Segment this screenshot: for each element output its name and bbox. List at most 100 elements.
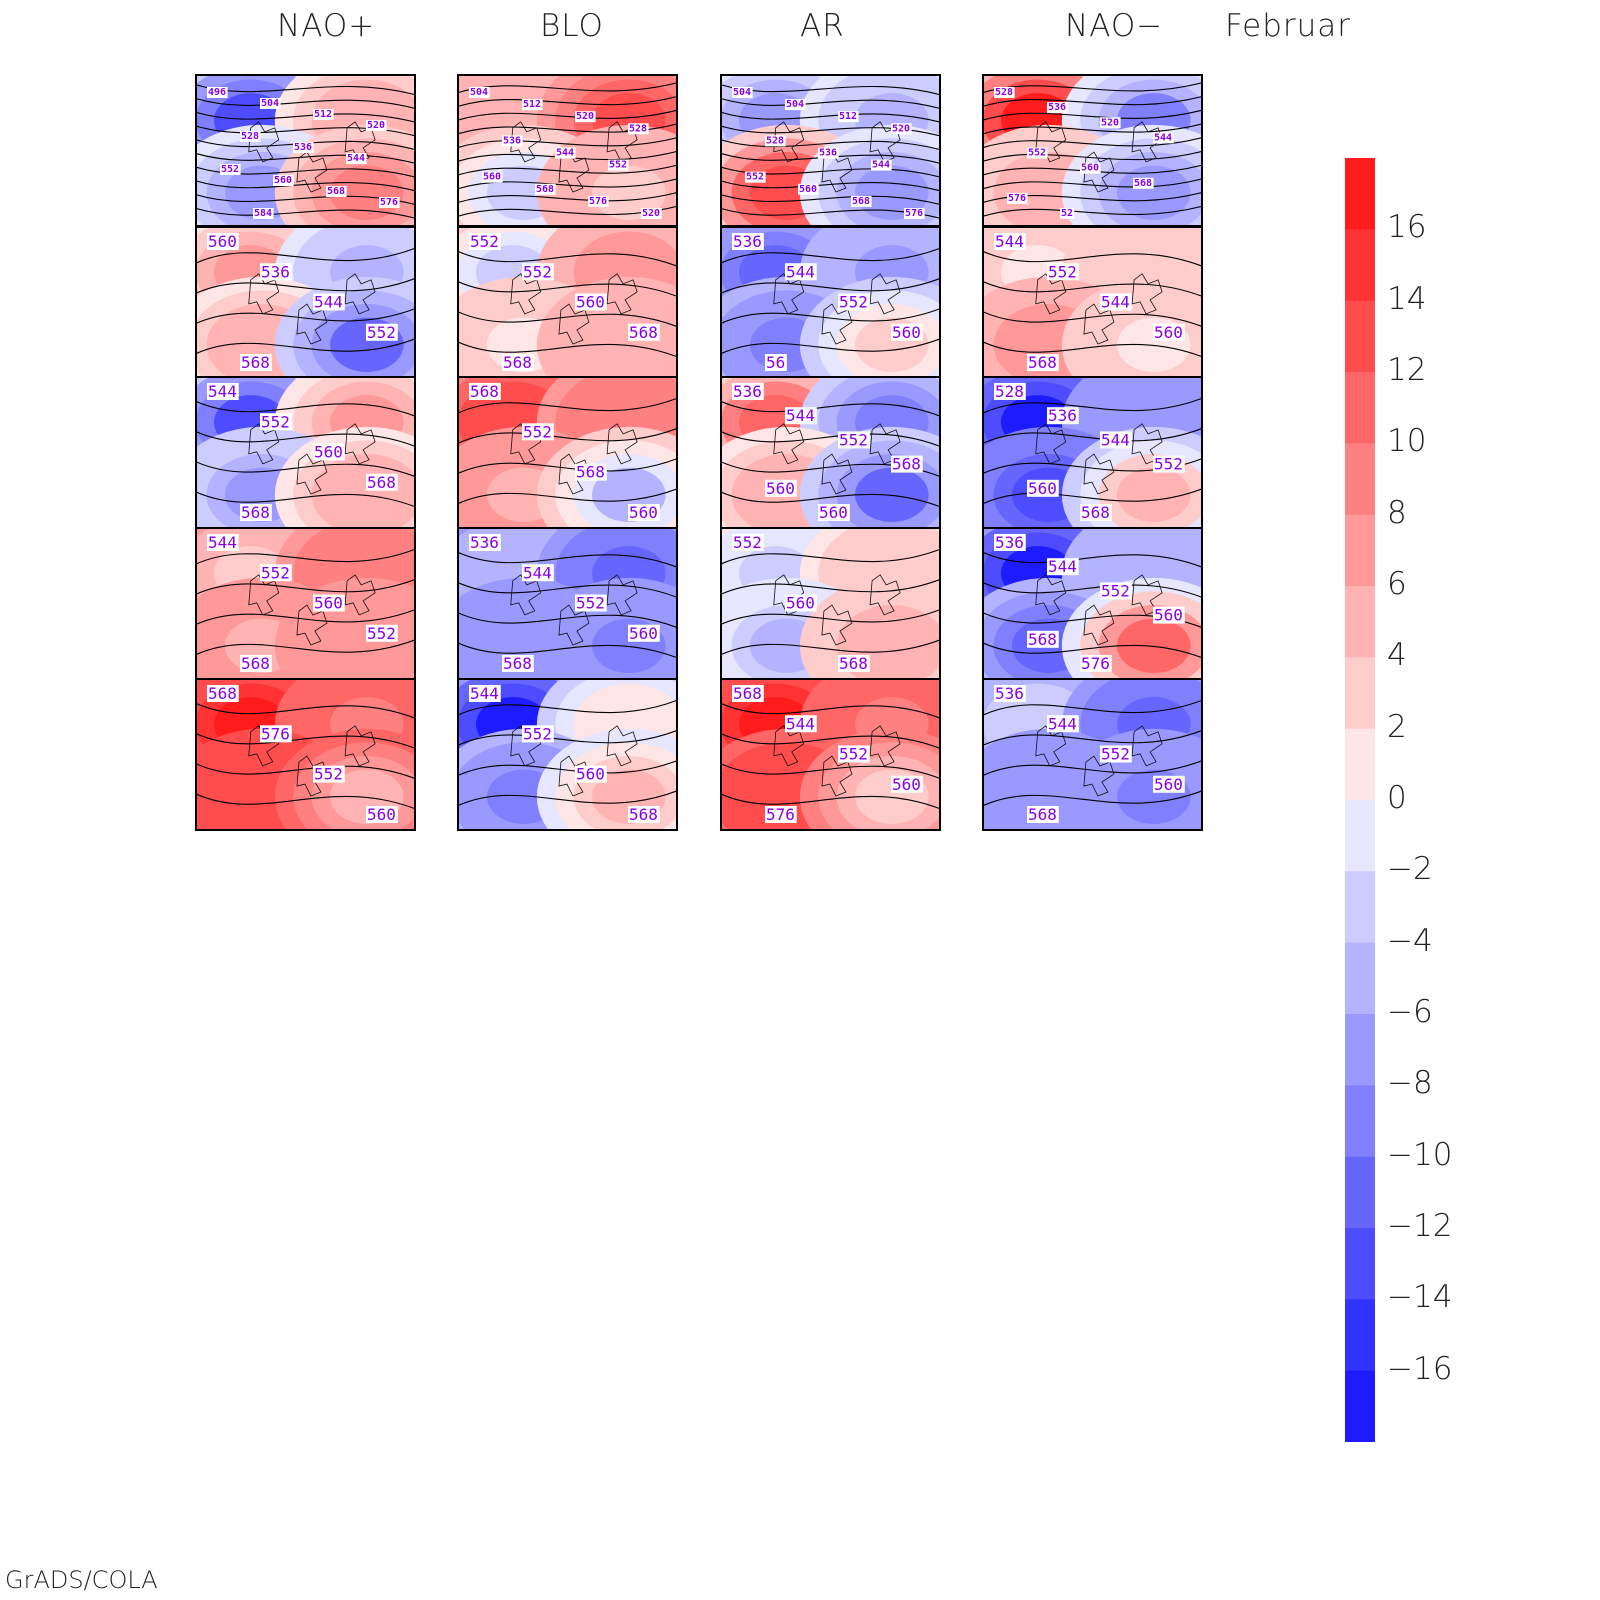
height-contour-line (458, 427, 677, 444)
contour-label: 544 (1048, 714, 1077, 733)
contour-label: 512 (523, 99, 541, 110)
contour-label: 560 (892, 323, 921, 342)
contour-label: 536 (995, 533, 1024, 552)
contour-label-bg (818, 147, 839, 159)
colorbar-tick-label: −14 (1387, 1279, 1453, 1316)
contour-label-bg (502, 135, 523, 147)
contour-label: 560 (483, 172, 501, 183)
contour-label-bg (1133, 177, 1154, 189)
coastline (606, 273, 638, 315)
coastline (558, 604, 590, 646)
coastline (1083, 151, 1115, 193)
height-contour-line (458, 551, 677, 568)
contour-label: 544 (1101, 293, 1130, 312)
height-contour-line (983, 250, 1202, 267)
height-contour-line (458, 488, 677, 505)
contour-label-bg (366, 806, 398, 823)
contour-label-bg (628, 806, 660, 823)
contour-label: 496 (208, 87, 226, 98)
map-panel: 568 544 552 560 576 (720, 678, 941, 831)
height-contour-line (458, 178, 677, 190)
contour-label-bg (207, 383, 239, 400)
coastline (510, 574, 542, 616)
contour-label: 576 (380, 197, 398, 208)
height-contour-line (196, 732, 415, 750)
height-contour-line (983, 397, 1202, 414)
contour-label-bg (313, 765, 345, 783)
colorbar-tick-label: 4 (1387, 637, 1407, 674)
contour-label: 544 (556, 148, 574, 159)
map-panel: 544 552 560 552 568 (195, 527, 416, 680)
contour-label-bg (641, 208, 662, 219)
colorbar-tick-label: −2 (1387, 851, 1433, 888)
height-contour-line (458, 109, 677, 121)
map-panel: 496 504 512 520 528 536 544 552 560 568 576 584 (195, 74, 416, 227)
height-contour-line (196, 608, 415, 626)
coastline (248, 423, 280, 465)
contour-label: 536 (503, 135, 521, 146)
contour-label: 536 (733, 382, 762, 401)
contour-label: 544 (995, 232, 1024, 251)
contour-label: 552 (523, 262, 552, 281)
height-contour-line (983, 642, 1202, 659)
contour-label-bg (838, 655, 870, 672)
height-contour-line (196, 548, 415, 565)
height-contour-line (983, 341, 1202, 358)
height-contour-line (721, 639, 940, 656)
contour-label-bg (260, 98, 281, 109)
contour-label: 568 (1081, 503, 1110, 522)
contour-label: 568 (629, 805, 658, 824)
colorbar-segment (1345, 158, 1375, 230)
contour-label-bg (240, 655, 272, 672)
contour-label-bg (1080, 504, 1112, 521)
anomaly-contour-fill (1117, 618, 1191, 673)
height-contour-line (983, 551, 1202, 568)
contour-label: 552 (470, 232, 499, 251)
contour-label-bg (313, 443, 345, 461)
colorbar-segment (1345, 1228, 1375, 1300)
colorbar-segment (1345, 443, 1375, 516)
contour-label: 552 (261, 412, 290, 431)
height-contour-line (983, 109, 1202, 121)
contour-label-bg (366, 120, 387, 131)
coastline (344, 574, 376, 616)
contour-label: 544 (872, 160, 890, 171)
month-title: Februar (1225, 8, 1352, 44)
contour-label-bg (871, 159, 892, 171)
colorbar-segment (1345, 800, 1375, 872)
coastline (1035, 273, 1067, 315)
colorbar-tick-label: 10 (1387, 423, 1427, 460)
coastline (821, 755, 853, 797)
contour-label-bg (994, 534, 1026, 551)
contour-label-bg (994, 233, 1026, 250)
height-contour-line (721, 793, 940, 810)
coastline (1131, 423, 1163, 465)
contour-label-bg (220, 164, 241, 175)
contour-label-bg (575, 463, 607, 481)
coastline (248, 574, 280, 616)
contour-label: 552 (1048, 262, 1077, 281)
contour-label-bg (207, 87, 228, 98)
contour-label-bg (346, 153, 367, 164)
contour-label-bg (1047, 558, 1079, 576)
coastline (606, 121, 638, 163)
contour-label-bg (1047, 407, 1079, 425)
contour-label: 568 (503, 654, 532, 673)
height-contour-line (458, 759, 677, 777)
contour-label: 568 (503, 353, 532, 372)
contour-label: 528 (995, 382, 1024, 401)
coastline (296, 151, 328, 193)
contour-label-bg (313, 109, 334, 120)
colorbar-tick-label: 14 (1387, 280, 1427, 317)
contour-label-bg (1047, 102, 1068, 114)
contour-label: 544 (1048, 557, 1077, 576)
colorbar-tick-label: −16 (1387, 1350, 1453, 1387)
contour-label: 560 (576, 765, 605, 784)
height-contour-line (458, 164, 677, 176)
contour-label-bg (891, 323, 923, 341)
contour-label: 544 (470, 684, 499, 703)
height-contour-line (983, 205, 1202, 217)
height-contour-line (721, 277, 940, 294)
map-panel: 544 552 560 568 (457, 678, 678, 831)
